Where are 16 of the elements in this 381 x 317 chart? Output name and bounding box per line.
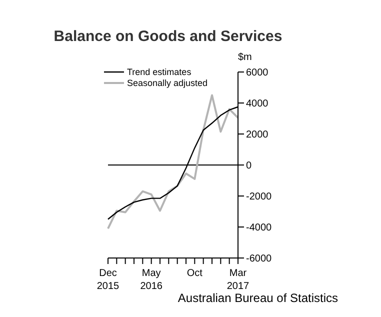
y-axis-title: $m bbox=[238, 52, 252, 63]
x-tick-label: Dec 2015 bbox=[96, 268, 120, 292]
y-tick-label: 4000 bbox=[246, 98, 269, 110]
legend-label: Trend estimates bbox=[127, 66, 192, 76]
legend-label: Seasonally adjusted bbox=[127, 78, 208, 88]
y-tick-label: 6000 bbox=[246, 68, 269, 79]
x-tick-label: May 2016 bbox=[140, 268, 163, 292]
x-tick-label: Mar 2017 bbox=[226, 268, 250, 292]
y-tick-label: 0 bbox=[246, 160, 252, 172]
text: Australian Bureau of Statistics bbox=[178, 291, 338, 305]
y-tick-label: -4000 bbox=[246, 222, 272, 234]
x-tick-label: Oct bbox=[186, 268, 203, 279]
y-tick-label: 2000 bbox=[246, 130, 269, 141]
y-tick-label: -2000 bbox=[246, 192, 272, 203]
chart-title: Balance on Goods and Services bbox=[52, 28, 284, 45]
y-tick-label: -6000 bbox=[246, 254, 272, 265]
